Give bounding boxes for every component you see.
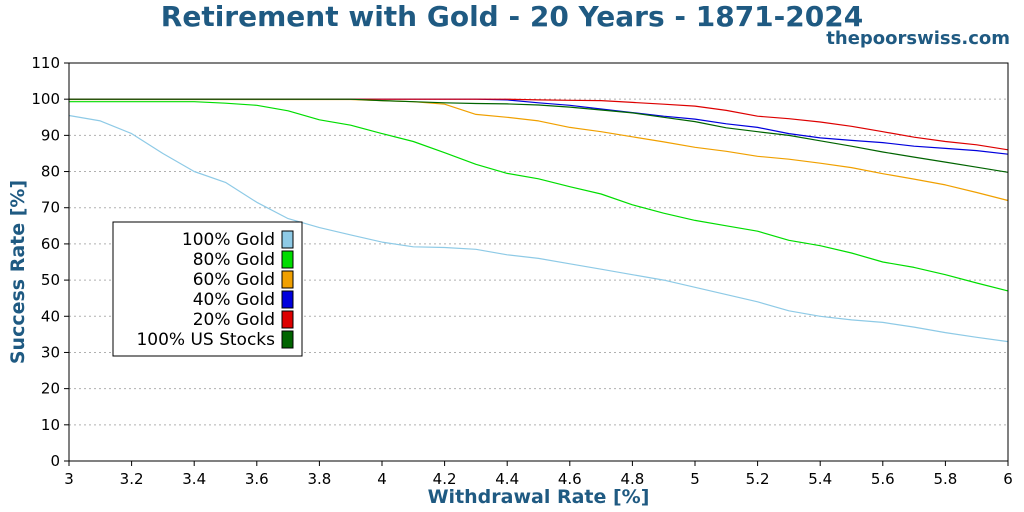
y-tick-label: 80 xyxy=(41,163,60,181)
legend-swatch xyxy=(281,270,294,289)
x-tick-label: 5.4 xyxy=(808,470,832,488)
legend-swatch xyxy=(281,230,294,249)
legend-label: 100% US Stocks xyxy=(136,330,275,350)
y-axis-label: Success Rate [%] xyxy=(7,180,29,364)
y-tick-label: 110 xyxy=(31,54,60,72)
legend-swatch xyxy=(281,330,294,349)
x-tick-label: 5.8 xyxy=(933,470,957,488)
plot-frame xyxy=(68,62,1009,462)
series-line-2 xyxy=(69,101,1009,292)
y-tick-label: 70 xyxy=(41,199,60,217)
series-lines xyxy=(68,98,1009,343)
legend-swatch xyxy=(281,250,294,269)
y-tick-label: 100 xyxy=(31,90,60,108)
y-tick-label: 0 xyxy=(50,452,60,470)
legend-swatch xyxy=(281,310,294,329)
legend-label: 40% Gold xyxy=(193,290,275,310)
x-axis-label: Withdrawal Rate [%] xyxy=(428,486,650,508)
y-tick-label: 90 xyxy=(41,126,60,144)
x-tick-label: 5.2 xyxy=(746,470,770,488)
x-tick-label: 3.4 xyxy=(182,470,206,488)
legend-label: 60% Gold xyxy=(193,270,275,290)
legend-swatch xyxy=(281,290,294,309)
x-tick-label: 6 xyxy=(1003,470,1013,488)
series-line-1 xyxy=(68,114,1009,343)
y-tick-label: 60 xyxy=(41,235,60,253)
x-tick-label: 5 xyxy=(690,470,700,488)
x-tick-label: 3.6 xyxy=(245,470,269,488)
series-line-6 xyxy=(69,98,1009,173)
legend-box xyxy=(112,221,303,357)
x-tick-label: 4.4 xyxy=(495,470,519,488)
x-tick-label: 3.2 xyxy=(120,470,144,488)
series-line-3 xyxy=(69,98,1009,202)
x-tick-label: 3.8 xyxy=(307,470,331,488)
x-tick-label: 4.6 xyxy=(558,470,582,488)
x-tick-label: 5.6 xyxy=(871,470,895,488)
x-tick-label: 4.2 xyxy=(433,470,457,488)
y-tick-label: 40 xyxy=(41,307,60,325)
legend-label: 20% Gold xyxy=(193,310,275,330)
y-axis-ticks: 0 10 20 30 40 50 60 70 80 90 100 110 xyxy=(31,54,69,470)
chart-title: Retirement with Gold - 20 Years - 1871-2… xyxy=(160,0,864,33)
x-tick-label: 3 xyxy=(64,470,74,488)
watermark: thepoorswiss.com xyxy=(826,28,1010,49)
y-tick-label: 10 xyxy=(41,416,60,434)
x-tick-label: 4.8 xyxy=(620,470,644,488)
series-line-5 xyxy=(69,98,1009,151)
y-tick-label: 50 xyxy=(41,271,60,289)
series-line-4 xyxy=(69,98,1009,155)
legend-label: 100% Gold xyxy=(182,230,275,250)
y-tick-label: 20 xyxy=(41,380,60,398)
x-tick-label: 4 xyxy=(377,470,387,488)
x-axis-ticks: 3 3.2 3.4 3.6 3.8 4 4.2 4.4 4.6 4.8 5 5.2 5.4 5.6 5.8 6 xyxy=(64,461,1013,488)
legend-label: 80% Gold xyxy=(193,250,275,270)
y-tick-label: 30 xyxy=(41,343,60,361)
